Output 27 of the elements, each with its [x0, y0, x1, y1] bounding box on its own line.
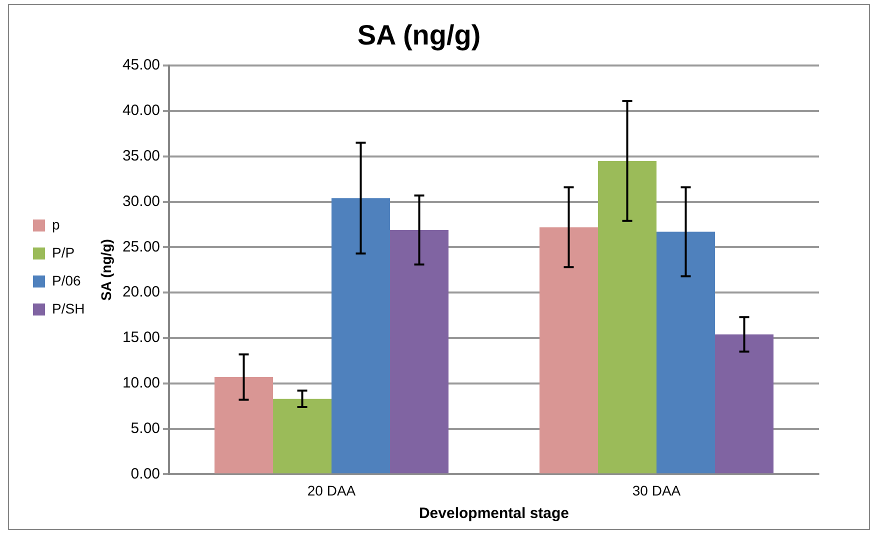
bar [715, 334, 774, 474]
bar [214, 377, 274, 474]
y-tick-label: 45.00 [122, 56, 160, 74]
y-tick-label: 40.00 [122, 102, 160, 120]
bar [540, 227, 598, 474]
legend-label: p [52, 216, 60, 232]
bar [598, 160, 657, 474]
legend-label: P/SH [52, 300, 85, 316]
legend-label: P/06 [52, 272, 82, 288]
bar [273, 398, 332, 474]
x-tick-label: 30 DAA [632, 482, 682, 498]
y-tick-label: 35.00 [122, 148, 160, 165]
chart-title: SA (ng/g) [357, 20, 481, 51]
y-tick-label: 5.00 [130, 420, 160, 437]
bar [656, 232, 715, 474]
x-axis-title: Developmental stage [418, 505, 570, 522]
y-tick-label: 0.00 [130, 465, 160, 482]
bar [390, 230, 449, 474]
y-tick-label: 25.00 [122, 238, 160, 256]
x-tick-label: 20 DAA [307, 482, 356, 498]
y-axis-title: SA (ng/g) [98, 239, 114, 301]
y-tick-label: 30.00 [122, 192, 160, 210]
y-tick-label: 15.00 [122, 329, 160, 346]
legend-label: P/P [52, 244, 75, 260]
y-tick-label: 10.00 [122, 374, 160, 392]
y-tick-label: 20.00 [122, 284, 160, 301]
bar [332, 198, 390, 474]
